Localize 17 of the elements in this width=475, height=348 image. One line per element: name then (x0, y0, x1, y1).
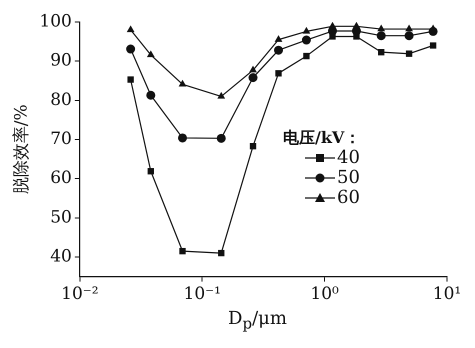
y-tick-label: 50 (50, 207, 72, 228)
legend-label: 40 (337, 147, 360, 168)
x-tick-label: 10⁰ (310, 284, 340, 304)
y-tick-label: 70 (50, 128, 72, 149)
y-tick-label: 60 (50, 168, 72, 188)
legend-label: 50 (337, 167, 360, 188)
x-tick-label: 10⁻¹ (184, 284, 221, 304)
x-tick-label: 10⁻² (61, 284, 99, 304)
y-tick-label: 80 (50, 90, 72, 110)
y-tick-label: 100 (39, 11, 72, 32)
x-tick-label: 10¹ (432, 284, 462, 304)
x-axis-title: D$_{p}$/μm (227, 308, 288, 333)
legend-label: 60 (337, 187, 360, 208)
legend-title: 电压/kV： (283, 128, 360, 148)
y-tick-label: 40 (50, 246, 72, 266)
y-axis-title: 脱除效率/% (12, 104, 32, 194)
y-tick-label: 90 (50, 50, 72, 71)
